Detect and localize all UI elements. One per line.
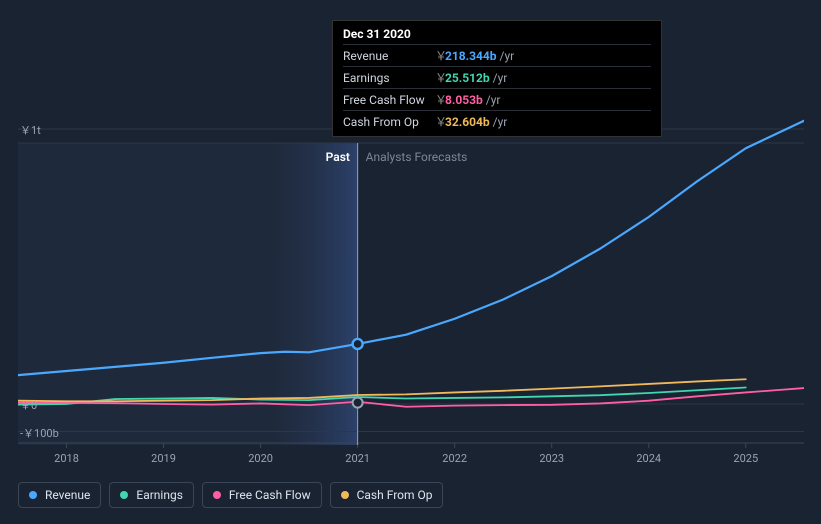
- tooltip-row: Earnings￥25.512b/yr: [343, 66, 651, 88]
- y-tick: ￥1t: [20, 122, 41, 138]
- legend-label: Earnings: [136, 488, 183, 502]
- tooltip-row: Free Cash Flow￥8.053b/yr: [343, 88, 651, 110]
- x-tick: 2022: [442, 452, 467, 465]
- x-tick: 2019: [151, 452, 176, 465]
- x-tick: 2021: [345, 452, 370, 465]
- y-tick: -￥100b: [20, 425, 59, 441]
- tooltip-row-unit: /yr: [493, 71, 508, 85]
- tooltip-row-label: Free Cash Flow: [343, 93, 435, 107]
- legend-label: Cash From Op: [357, 488, 433, 502]
- tooltip-date: Dec 31 2020: [343, 27, 651, 44]
- legend-label: Revenue: [45, 488, 90, 502]
- legend-dot: [341, 491, 349, 499]
- tooltip-row-value: 8.053b: [445, 93, 483, 107]
- currency-symbol: ￥: [435, 113, 445, 130]
- x-tick: 2025: [733, 452, 758, 465]
- x-tick: 2018: [54, 452, 79, 465]
- x-tick: 2020: [248, 452, 273, 465]
- currency-symbol: ￥: [435, 69, 445, 86]
- currency-symbol: ￥: [435, 47, 445, 64]
- legend-dot: [120, 491, 128, 499]
- legend-dot: [29, 491, 37, 499]
- hover-tooltip: Dec 31 2020 Revenue￥218.344b/yrEarnings￥…: [332, 20, 662, 137]
- tooltip-row: Revenue￥218.344b/yr: [343, 44, 651, 66]
- financials-chart: Past Analysts Forecasts ￥1t ￥0 -￥100b 2018 2…: [0, 0, 821, 524]
- forecast-label: Analysts Forecasts: [366, 150, 468, 164]
- tooltip-row-label: Earnings: [343, 71, 435, 85]
- tooltip-row-value: 25.512b: [445, 71, 490, 85]
- x-tick: 2024: [636, 452, 661, 465]
- y-tick: ￥0: [20, 397, 37, 413]
- tooltip-row-label: Cash From Op: [343, 115, 435, 129]
- legend-item-cfo[interactable]: Cash From Op: [330, 482, 444, 508]
- legend-item-revenue[interactable]: Revenue: [18, 482, 101, 508]
- tooltip-row-unit: /yr: [500, 49, 515, 63]
- legend-item-earnings[interactable]: Earnings: [109, 482, 194, 508]
- legend-item-fcf[interactable]: Free Cash Flow: [202, 482, 322, 508]
- currency-symbol: ￥: [435, 91, 445, 108]
- legend-dot: [213, 491, 221, 499]
- legend: Revenue Earnings Free Cash Flow Cash From O…: [18, 482, 443, 508]
- tooltip-row-label: Revenue: [343, 49, 435, 63]
- x-tick: 2023: [539, 452, 564, 465]
- tooltip-row-unit: /yr: [486, 93, 501, 107]
- past-label: Past: [326, 150, 350, 164]
- tooltip-row-unit: /yr: [493, 115, 508, 129]
- tooltip-row: Cash From Op￥32.604b/yr: [343, 110, 651, 132]
- legend-label: Free Cash Flow: [229, 488, 311, 502]
- tooltip-row-value: 218.344b: [445, 49, 497, 63]
- tooltip-row-value: 32.604b: [445, 115, 490, 129]
